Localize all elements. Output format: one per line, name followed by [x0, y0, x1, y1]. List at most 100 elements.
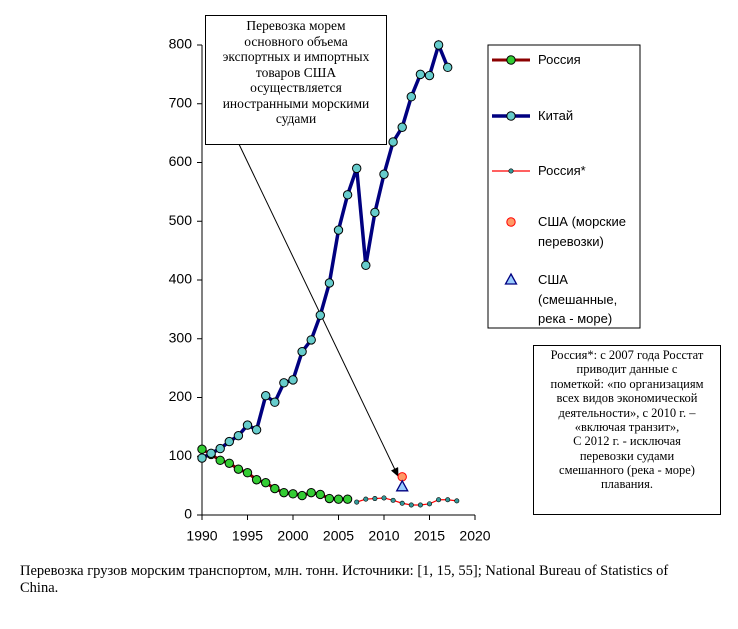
legend-label: США (смешанные, река - море): [538, 272, 618, 326]
data-point: [436, 497, 442, 503]
data-point: [251, 425, 262, 435]
data-point: [197, 444, 207, 454]
data-point: [215, 443, 225, 454]
data-point: [342, 494, 353, 504]
data-point: [445, 497, 451, 503]
data-point: [424, 70, 435, 81]
data-point: [315, 489, 325, 500]
legend-marker: [504, 272, 518, 285]
data-point: [361, 260, 371, 271]
data-point: [426, 501, 432, 507]
legend-label: Китай: [538, 108, 574, 123]
note-line: плавания.: [600, 477, 653, 492]
note-line: приводит данные с: [576, 362, 678, 377]
data-point: [233, 430, 244, 441]
legend-label: Россия*: [538, 163, 586, 178]
data-point: [324, 493, 335, 504]
data-point: [197, 453, 207, 463]
data-point: [233, 464, 244, 474]
legend-marker: [506, 217, 516, 227]
data-point: [333, 225, 344, 235]
note-line: перевозки судами: [579, 448, 675, 463]
note-line: деятельности», с 2010 г. –: [558, 405, 696, 420]
caption: Перевозка грузов морским транспортом, мл…: [20, 563, 669, 597]
data-point: [395, 479, 409, 492]
legend-marker: [506, 55, 516, 65]
x-tick-label: 1995: [232, 528, 263, 544]
y-tick-label: 400: [169, 271, 193, 287]
y-tick-label: 0: [184, 506, 192, 522]
note-line: пометкой: «по организациям: [550, 376, 704, 391]
annotation-line: иностранными морскими: [222, 95, 370, 111]
data-point: [433, 40, 444, 50]
note-line: всех видов экономической: [556, 391, 698, 406]
note-line: Россия*: с 2007 года Росстат: [550, 348, 704, 362]
data-point: [372, 496, 378, 502]
data-point: [297, 346, 307, 357]
annotation-line: осуществляется: [250, 80, 342, 96]
data-point: [279, 378, 289, 388]
series-line: [356, 497, 457, 506]
data-point: [306, 335, 316, 345]
y-tick-label: 200: [169, 388, 193, 404]
data-point: [270, 397, 280, 407]
note-line: С 2012 г. - исключая: [573, 434, 681, 449]
annotation-line: судами: [275, 111, 317, 127]
data-point: [399, 500, 405, 506]
data-point: [379, 169, 389, 179]
data-point: [315, 310, 325, 320]
data-point: [443, 62, 453, 73]
data-point: [370, 207, 380, 218]
legend-marker: [508, 168, 514, 174]
data-point: [415, 69, 426, 80]
data-point: [408, 502, 414, 508]
annotation-box: Перевозка морем основного объема экспортны…: [205, 15, 387, 145]
data-point: [342, 190, 353, 200]
data-point: [388, 137, 398, 147]
y-tick-label: 300: [169, 329, 193, 345]
x-tick-label: 1990: [186, 528, 217, 544]
x-tick-label: 2010: [368, 528, 399, 544]
data-point: [242, 468, 253, 478]
data-point: [306, 487, 316, 498]
x-tick-label: 2015: [414, 528, 445, 544]
note-line: смешанного (река - море): [559, 463, 695, 477]
y-tick-label: 600: [169, 153, 193, 169]
annotation-line: Перевозка морем: [246, 18, 346, 33]
data-point: [352, 163, 362, 174]
x-tick-label: 2020: [459, 528, 490, 544]
note-box: Россия*: с 2007 года Росстат приводит дан…: [533, 345, 721, 515]
data-point: [270, 483, 280, 494]
data-point: [406, 92, 416, 102]
data-point: [261, 391, 271, 401]
data-point: [381, 495, 387, 501]
note-line: «включая транзит»,: [574, 419, 680, 434]
y-tick-label: 500: [169, 212, 193, 228]
legend-label: Россия: [538, 52, 581, 67]
annotation-line: товаров США: [255, 64, 337, 80]
x-tick-label: 2000: [277, 528, 308, 544]
legend-marker: [506, 111, 516, 121]
data-point: [288, 489, 298, 499]
data-point: [251, 475, 262, 485]
data-point: [279, 487, 289, 498]
data-point: [417, 502, 423, 508]
data-point: [288, 375, 298, 385]
data-point: [390, 497, 396, 503]
data-point: [224, 436, 235, 447]
legend-label: США (морские перевозки): [538, 214, 626, 249]
data-point: [454, 498, 460, 504]
y-tick-label: 800: [169, 36, 193, 52]
data-point: [397, 122, 407, 132]
y-tick-label: 100: [169, 447, 193, 463]
data-point: [261, 477, 271, 488]
x-tick-label: 2005: [323, 528, 354, 544]
data-point: [215, 455, 225, 466]
annotation-arrow: [236, 139, 399, 477]
data-point: [333, 494, 344, 504]
series-line: [201, 39, 450, 460]
annotation-line: основного объема: [244, 33, 348, 49]
data-point: [363, 496, 369, 502]
